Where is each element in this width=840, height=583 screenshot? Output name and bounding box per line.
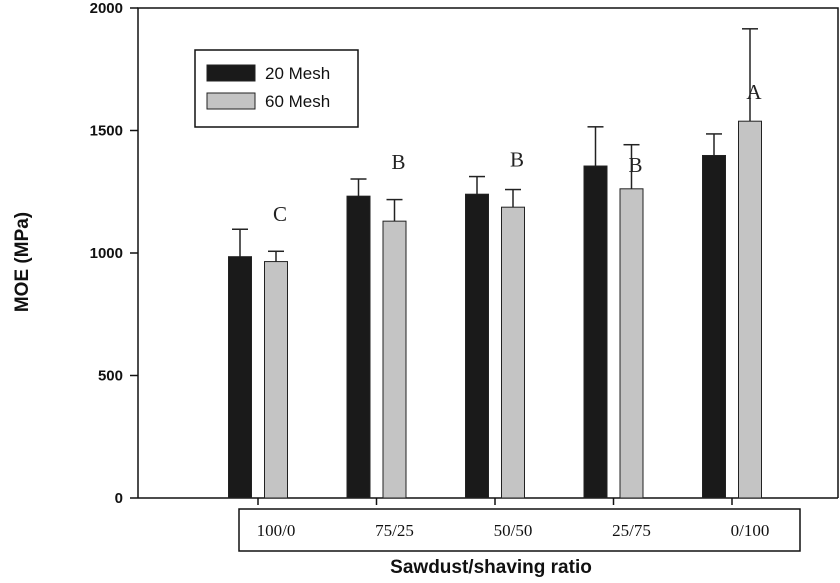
legend-label: 60 Mesh	[265, 92, 330, 111]
group-letters: C B B B A	[273, 80, 762, 226]
group-letter: B	[510, 148, 524, 172]
bar	[264, 261, 288, 499]
y-tick-label: 1500	[90, 123, 123, 140]
group-letter: B	[628, 153, 642, 177]
y-axis-ticks: 0 500 1000 1500 2000	[90, 0, 138, 507]
x-tick-label: 75/25	[375, 521, 414, 540]
bar	[583, 165, 608, 499]
group-letter: A	[746, 80, 762, 104]
y-axis-title: MOE (MPa)	[12, 212, 33, 312]
x-axis-title: Sawdust/shaving ratio	[390, 557, 592, 578]
category-box	[238, 508, 801, 552]
category-label-box: 100/0 75/25 50/50 25/75 0/100	[238, 498, 801, 552]
legend: 20 Mesh 60 Mesh	[194, 49, 359, 128]
legend-swatch	[206, 64, 256, 82]
error-bars	[232, 28, 758, 262]
legend-swatch	[206, 92, 256, 110]
x-tick-label: 50/50	[494, 521, 533, 540]
y-tick-label: 0	[115, 490, 123, 507]
bar	[346, 195, 371, 499]
group-letter: C	[273, 202, 287, 226]
x-tick-label: 0/100	[731, 521, 770, 540]
y-tick-label: 1000	[90, 245, 123, 262]
bar	[702, 154, 726, 499]
x-tick-label: 100/0	[257, 521, 296, 540]
bar	[228, 256, 252, 499]
y-tick-label: 2000	[90, 0, 123, 17]
bars	[228, 120, 762, 499]
bar	[382, 220, 407, 499]
bar	[501, 206, 525, 499]
group-letter: B	[391, 150, 405, 174]
bar	[738, 120, 762, 499]
legend-label: 20 Mesh	[265, 64, 330, 83]
x-tick-label: 25/75	[612, 521, 651, 540]
y-tick-label: 500	[98, 368, 123, 385]
legend-box	[194, 49, 359, 128]
bar	[465, 193, 489, 499]
bar	[619, 188, 644, 499]
